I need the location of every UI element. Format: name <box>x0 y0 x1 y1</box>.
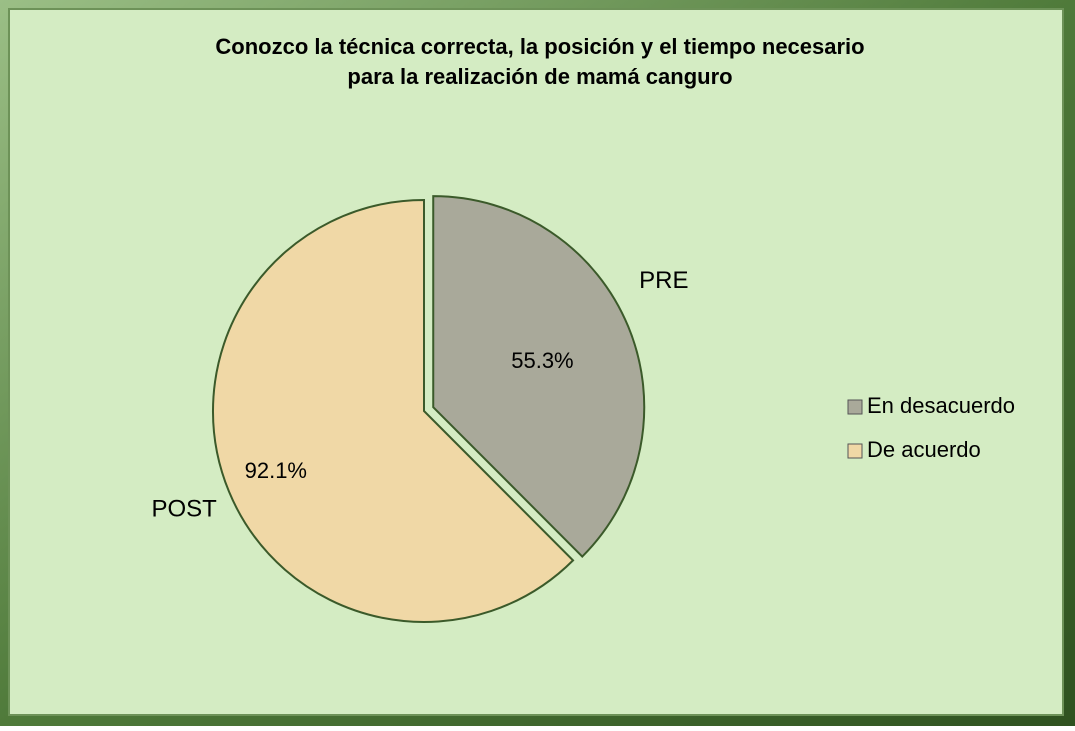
legend-swatch <box>847 399 863 415</box>
pie-slice <box>212 198 575 623</box>
data-label: 92.1% <box>245 458 307 483</box>
slice-label: POST <box>152 496 218 523</box>
pie-slice <box>432 195 646 558</box>
legend-label: De acuerdo <box>867 437 981 462</box>
legend-label: En desacuerdo <box>867 393 1015 418</box>
chart-title: para la realización de mamá canguro <box>347 64 732 89</box>
slice-label: PRE <box>639 267 688 294</box>
data-label: 55.3% <box>511 348 573 373</box>
chart-title: Conozco la técnica correcta, la posición… <box>215 34 864 59</box>
legend-swatch <box>847 443 863 459</box>
